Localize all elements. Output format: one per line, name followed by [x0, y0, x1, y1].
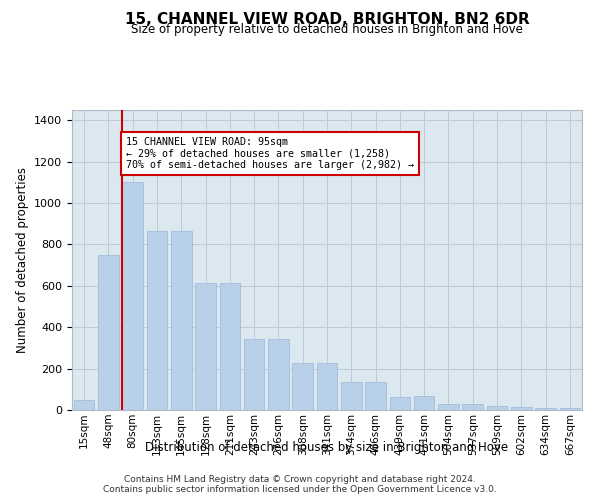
Bar	[560, 408, 580, 410]
Bar	[74, 400, 94, 410]
Bar	[438, 404, 459, 410]
Text: Contains public sector information licensed under the Open Government Licence v3: Contains public sector information licen…	[103, 486, 497, 494]
Text: Distribution of detached houses by size in Brighton and Hove: Distribution of detached houses by size …	[145, 441, 509, 454]
Bar	[244, 338, 265, 410]
Bar	[98, 255, 119, 410]
Text: 15, CHANNEL VIEW ROAD, BRIGHTON, BN2 6DR: 15, CHANNEL VIEW ROAD, BRIGHTON, BN2 6DR	[125, 12, 529, 28]
Bar	[511, 407, 532, 410]
Bar	[317, 364, 337, 410]
Bar	[171, 231, 191, 410]
Bar	[292, 364, 313, 410]
Text: Size of property relative to detached houses in Brighton and Hove: Size of property relative to detached ho…	[131, 22, 523, 36]
Bar	[389, 396, 410, 410]
Bar	[463, 404, 483, 410]
Text: Contains HM Land Registry data © Crown copyright and database right 2024.: Contains HM Land Registry data © Crown c…	[124, 476, 476, 484]
Text: 15 CHANNEL VIEW ROAD: 95sqm
← 29% of detached houses are smaller (1,258)
70% of : 15 CHANNEL VIEW ROAD: 95sqm ← 29% of det…	[126, 137, 414, 170]
Bar	[365, 382, 386, 410]
Bar	[268, 338, 289, 410]
Bar	[414, 396, 434, 410]
Y-axis label: Number of detached properties: Number of detached properties	[16, 167, 29, 353]
Bar	[487, 406, 508, 410]
Bar	[220, 283, 240, 410]
Bar	[195, 283, 216, 410]
Bar	[341, 382, 362, 410]
Bar	[535, 408, 556, 410]
Bar	[122, 182, 143, 410]
Bar	[146, 231, 167, 410]
